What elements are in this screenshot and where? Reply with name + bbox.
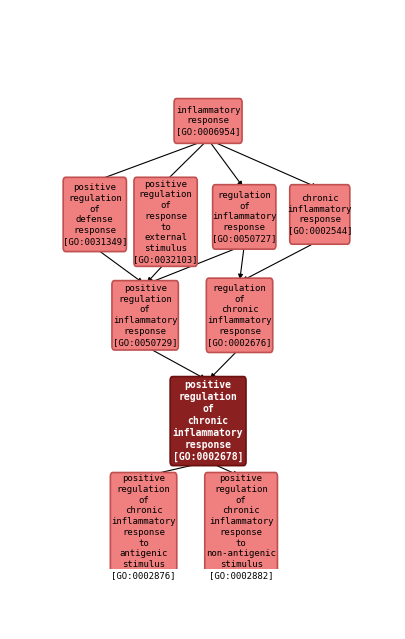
Text: positive
regulation
of
inflammatory
response
[GO:0050729]: positive regulation of inflammatory resp… (113, 284, 177, 347)
FancyBboxPatch shape (212, 185, 275, 249)
Text: positive
regulation
of
chronic
inflammatory
response
to
non-antigenic
stimulus
[: positive regulation of chronic inflammat… (206, 474, 275, 580)
Text: positive
regulation
of
response
to
external
stimulus
[GO:0032103]: positive regulation of response to exter… (133, 180, 197, 264)
FancyBboxPatch shape (289, 185, 349, 244)
FancyBboxPatch shape (112, 281, 178, 350)
FancyBboxPatch shape (170, 376, 245, 466)
Text: chronic
inflammatory
response
[GO:0002544]: chronic inflammatory response [GO:000254… (287, 194, 351, 235)
FancyBboxPatch shape (110, 472, 176, 581)
FancyBboxPatch shape (63, 177, 126, 252)
FancyBboxPatch shape (204, 472, 277, 581)
FancyBboxPatch shape (134, 177, 197, 266)
Text: regulation
of
chronic
inflammatory
response
[GO:0002676]: regulation of chronic inflammatory respo… (207, 284, 271, 347)
Text: positive
regulation
of
defense
response
[GO:0031349]: positive regulation of defense response … (62, 183, 127, 246)
Text: positive
regulation
of
chronic
inflammatory
response
to
antigenic
stimulus
[GO:0: positive regulation of chronic inflammat… (111, 474, 175, 580)
Text: inflammatory
response
[GO:0006954]: inflammatory response [GO:0006954] (175, 105, 240, 136)
FancyBboxPatch shape (174, 98, 241, 143)
FancyBboxPatch shape (206, 278, 272, 353)
Text: positive
regulation
of
chronic
inflammatory
response
[GO:0002678]: positive regulation of chronic inflammat… (173, 380, 243, 462)
Text: regulation
of
inflammatory
response
[GO:0050727]: regulation of inflammatory response [GO:… (211, 191, 276, 243)
